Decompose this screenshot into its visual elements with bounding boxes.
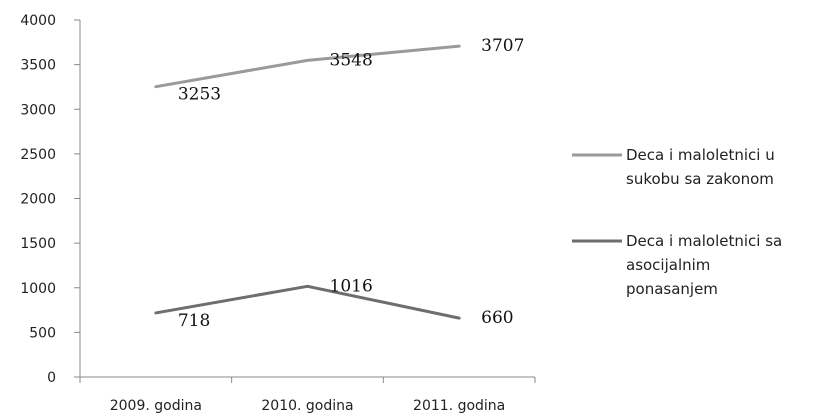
series-lines — [154, 44, 461, 320]
data-label: 718 — [178, 311, 210, 331]
x-tick-label: 2010. godina — [261, 398, 353, 414]
y-tick-label: 500 — [29, 325, 56, 341]
legend-label: Deca i maloletnici sa — [626, 232, 782, 250]
legend: Deca i maloletnici u sukobu sa zakonom Dec… — [572, 146, 782, 298]
legend-label: ponasanjem — [626, 280, 718, 298]
y-tick-label: 1500 — [20, 236, 56, 252]
y-tick-label: 1000 — [20, 281, 56, 297]
series-line-1 — [154, 44, 461, 89]
data-label: 3707 — [481, 36, 524, 56]
series-line-2 — [154, 284, 461, 320]
data-labels: 3253 3548 3707 718 1016 660 — [178, 36, 525, 331]
legend-label: Deca i maloletnici u — [626, 146, 775, 164]
x-tick-label: 2009. godina — [110, 398, 202, 414]
y-tick-label: 2500 — [20, 147, 56, 163]
y-tick-label: 3500 — [20, 58, 56, 74]
data-label: 3548 — [330, 50, 373, 70]
legend-label: sukobu sa zakonom — [626, 170, 774, 188]
data-label: 1016 — [330, 276, 373, 296]
data-label: 660 — [481, 308, 513, 328]
data-label: 3253 — [178, 85, 221, 105]
y-tick-label: 4000 — [20, 13, 56, 29]
y-tick-label: 3000 — [20, 102, 56, 118]
y-tick-label: 2000 — [20, 192, 56, 208]
legend-label: asocijalnim — [626, 256, 710, 274]
y-tick-label: 0 — [47, 370, 56, 386]
chart-axes: 0 500 1000 1500 2000 2500 3000 3500 4000 2009. go… — [20, 13, 536, 414]
x-tick-label: 2011. godina — [413, 398, 505, 414]
